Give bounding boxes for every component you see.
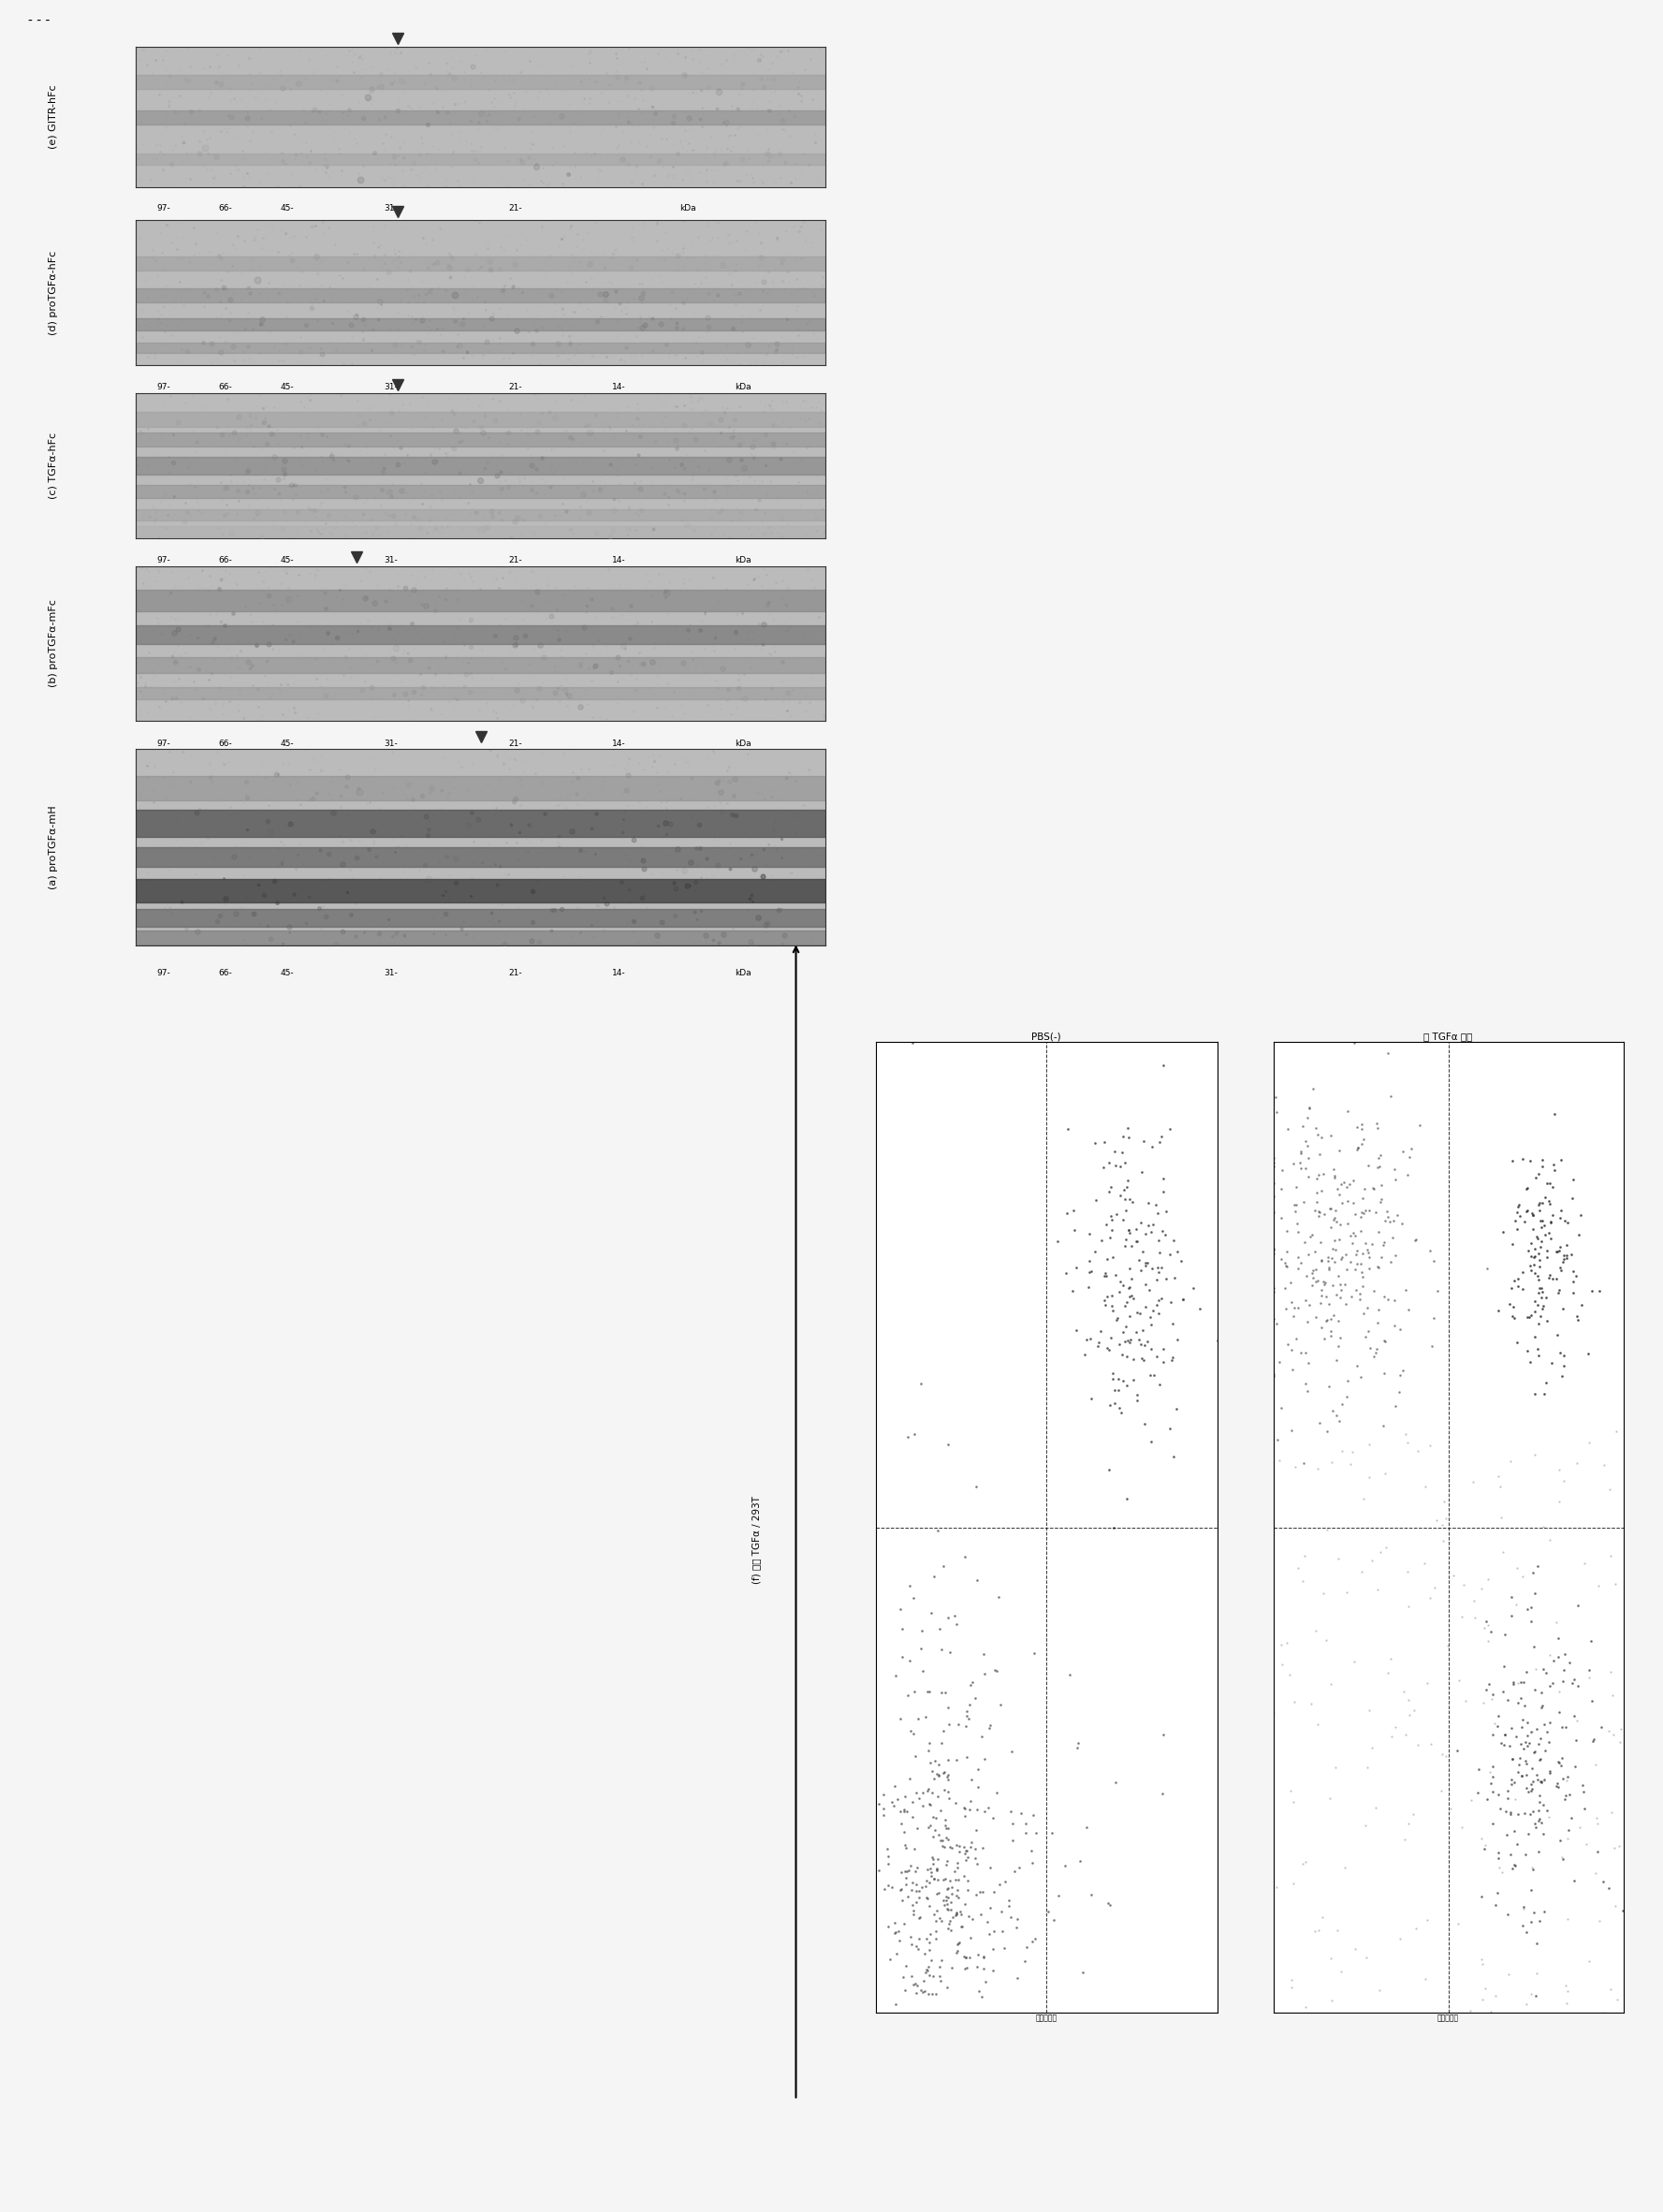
Text: 31-: 31- (384, 383, 397, 392)
Text: (a) proTGFα-mH: (a) proTGFα-mH (48, 805, 58, 889)
Text: 21-: 21- (509, 555, 522, 564)
Bar (136, 810, 825, 838)
Bar (136, 591, 825, 611)
Bar (136, 458, 825, 473)
Text: 14-: 14- (612, 739, 625, 748)
Bar (136, 686, 825, 699)
Text: 97-: 97- (156, 204, 170, 212)
Text: - - -: - - - (28, 13, 50, 27)
Text: 31-: 31- (384, 555, 397, 564)
Bar (136, 847, 825, 867)
Text: (f) 膜型 TGFα / 293T: (f) 膜型 TGFα / 293T (752, 1495, 762, 1584)
Bar (136, 288, 825, 303)
Text: 45-: 45- (281, 969, 294, 978)
Text: 97-: 97- (156, 383, 170, 392)
Text: (d) proTGFα-hFc: (d) proTGFα-hFc (48, 250, 58, 334)
Bar (136, 484, 825, 498)
Text: (e) GITR-hFc: (e) GITR-hFc (48, 84, 58, 148)
Text: 45-: 45- (281, 383, 294, 392)
Text: 21-: 21- (509, 204, 522, 212)
Bar (136, 431, 825, 447)
Text: 31-: 31- (384, 204, 397, 212)
Text: 97-: 97- (156, 555, 170, 564)
Text: 21-: 21- (509, 739, 522, 748)
Text: 14-: 14- (612, 969, 625, 978)
Text: 45-: 45- (281, 555, 294, 564)
Text: 31-: 31- (384, 739, 397, 748)
Text: 66-: 66- (218, 204, 233, 212)
Text: 31-: 31- (384, 969, 397, 978)
Text: 97-: 97- (156, 739, 170, 748)
Bar (136, 111, 825, 124)
Bar (136, 153, 825, 164)
Text: 66-: 66- (218, 555, 233, 564)
Text: 66-: 66- (218, 969, 233, 978)
Bar (136, 343, 825, 352)
Text: 45-: 45- (281, 204, 294, 212)
Bar (136, 931, 825, 945)
Text: kDa: kDa (735, 969, 752, 978)
Text: 14-: 14- (612, 555, 625, 564)
Bar (136, 257, 825, 270)
Text: 21-: 21- (509, 969, 522, 978)
Bar (136, 776, 825, 801)
Text: 97-: 97- (156, 969, 170, 978)
Text: (c) TGFα-hFc: (c) TGFα-hFc (48, 431, 58, 500)
Text: 14-: 14- (612, 383, 625, 392)
Text: 45-: 45- (281, 739, 294, 748)
Bar (136, 526, 825, 535)
Bar (136, 75, 825, 88)
Bar (136, 319, 825, 330)
Bar (136, 509, 825, 520)
Text: kDa: kDa (735, 383, 752, 392)
Bar (136, 909, 825, 927)
Text: 66-: 66- (218, 383, 233, 392)
Text: kDa: kDa (679, 204, 695, 212)
Text: kDa: kDa (735, 739, 752, 748)
Text: 21-: 21- (509, 383, 522, 392)
Bar (136, 626, 825, 644)
Bar (136, 878, 825, 902)
Text: kDa: kDa (735, 555, 752, 564)
Bar (136, 411, 825, 427)
Text: (b) proTGFα-mFc: (b) proTGFα-mFc (48, 599, 58, 688)
Text: 66-: 66- (218, 739, 233, 748)
Bar (136, 657, 825, 672)
